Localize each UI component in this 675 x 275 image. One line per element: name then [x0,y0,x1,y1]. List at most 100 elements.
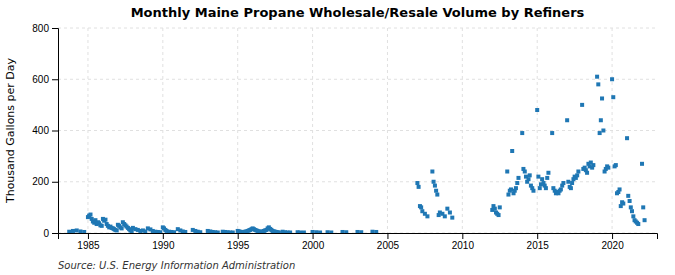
point [545,176,549,180]
point [561,181,565,185]
x-tick-label: 2020 [601,240,624,251]
point [610,77,614,81]
point [643,218,647,222]
x-tick: 2010 [452,233,475,251]
point [497,213,501,217]
point [546,171,550,175]
grid [58,28,657,233]
point [448,211,452,215]
point [435,193,439,197]
point [629,205,633,209]
point [298,230,302,233]
x-tick-label: 1985 [77,240,100,251]
point [216,230,220,233]
point [341,230,345,233]
point [606,166,610,170]
x-tick-mark [313,233,314,239]
point [430,170,434,174]
point [536,175,540,179]
point [356,230,360,233]
plot: 1985199019952000200520102015202002004006… [32,23,657,251]
chart: 1985199019952000200520102015202002004006… [0,0,675,275]
x-tick: 2015 [527,233,550,251]
point [506,193,510,197]
point [527,177,531,181]
point [433,184,437,188]
x-tick: 2005 [377,233,400,251]
point [510,149,514,153]
title: Monthly Maine Propane Wholesale/Resale V… [131,5,585,20]
y-tick-label: 600 [32,74,49,85]
point [183,230,187,233]
points [67,75,646,233]
x-tick-mark [238,233,239,239]
point [576,170,580,174]
point [621,202,625,206]
x-axis-line [59,234,658,240]
point [82,230,86,233]
point [505,170,509,174]
x-tick-mark [387,233,388,239]
x-tick-label: 2015 [527,240,550,251]
x-tick-label: 1995 [227,240,250,251]
x-tick-label: 1990 [152,240,175,251]
point [314,230,318,233]
y-tick: 0 [43,228,58,239]
point [516,176,520,180]
point [445,207,449,211]
point [528,173,532,177]
point [618,187,622,191]
x-axis: 1985 1990 1995 2000 2005 2010 2015 2020 [59,233,658,251]
point [531,189,535,193]
y-tick-mark [52,131,58,132]
point [585,171,589,175]
y-tick: 400 [32,125,58,136]
point [509,187,513,191]
point [425,214,429,218]
point [535,108,539,112]
point [415,181,419,185]
point [626,194,630,198]
y-tick-mark [52,28,58,29]
point [559,187,563,191]
point [71,229,75,233]
y-axis-label: Thousand Gallons per Day [4,57,17,204]
point [575,173,579,177]
x-tick-label: 2000 [302,240,325,251]
point [103,218,107,222]
point [302,230,306,233]
y-axis-line [52,29,59,234]
x-tick-mark [88,233,89,239]
x-tick-label: 2010 [452,240,475,251]
x-grid-line [537,28,538,233]
y-tick-label: 800 [32,23,49,34]
y-grid-line [58,79,657,80]
point [625,136,629,140]
point [329,230,333,233]
point [311,230,315,233]
point [591,163,595,167]
x-tick-mark [612,233,613,239]
x-tick: 2000 [302,233,325,251]
y-tick: 800 [32,23,58,34]
point [374,230,378,233]
point [326,230,330,233]
point [493,207,497,211]
point [419,205,423,209]
point [566,180,570,184]
point [569,186,573,190]
point [75,228,79,232]
point [198,230,202,233]
point [550,131,554,135]
y-tick-label: 400 [32,125,49,136]
point [443,214,447,218]
point [288,230,292,233]
point [277,230,281,233]
point [601,129,605,133]
point [596,82,600,86]
x-grid-line [387,28,388,233]
point [641,205,645,209]
point [370,230,374,233]
point [540,177,544,181]
point [631,214,635,218]
